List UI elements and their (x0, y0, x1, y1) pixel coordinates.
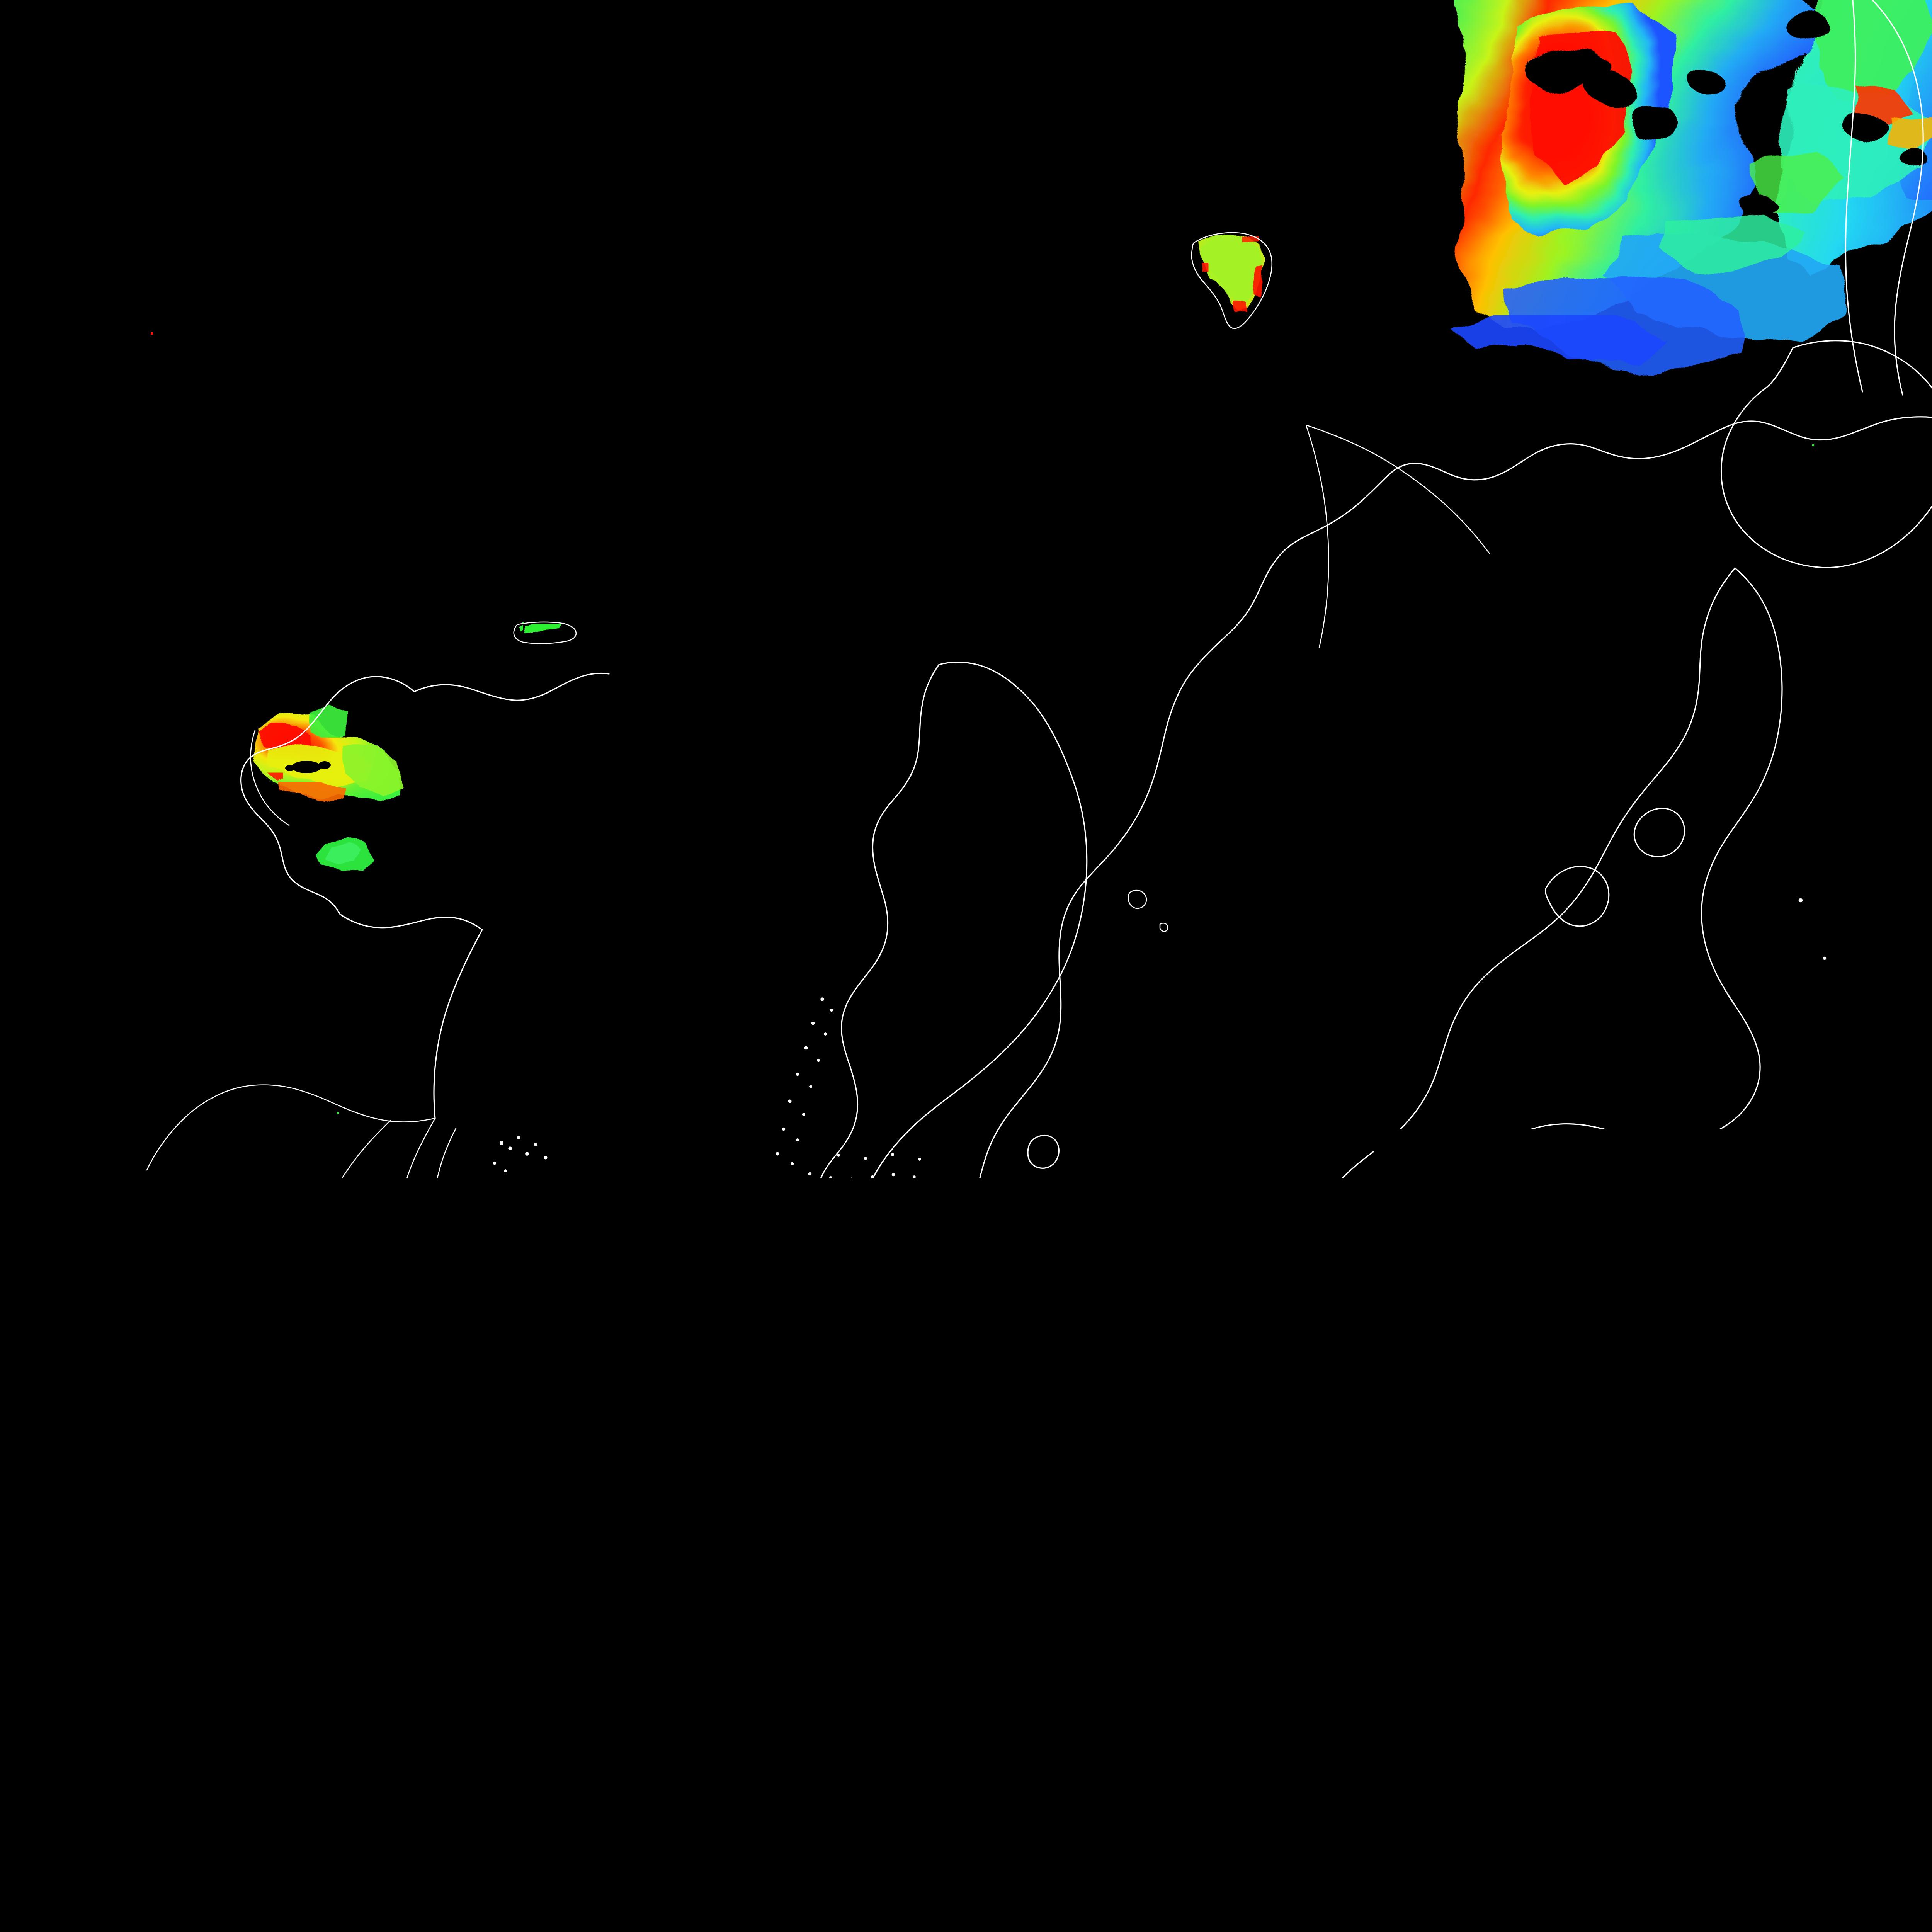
coastline-jiangsu-shanghai (434, 930, 482, 1118)
coastline-korea-archipelago (776, 998, 957, 1187)
coastline-fujian-zhejiang (453, 1384, 825, 1929)
river-yangtze (147, 1085, 435, 1170)
coastline-jeju-island (792, 1224, 867, 1271)
coastline-mainland-asia (825, 406, 1932, 1384)
river-amur (1306, 425, 1490, 554)
lake-poyang-outline (430, 1298, 480, 1347)
stray-pixels (151, 332, 1814, 1114)
coastline-kyushu (1102, 1226, 1274, 1391)
coastline-korea-east (864, 662, 1087, 1198)
coastline-ryukyu-arc (1074, 1421, 1121, 1431)
river-yangtze-branch-1 (329, 1121, 390, 1201)
coastline-layer (0, 0, 1932, 1932)
lake-dongting-outline (154, 1353, 186, 1388)
coastline-tsushima (1028, 1135, 1059, 1168)
coastline-dokdo (1160, 923, 1168, 931)
yangtze-lakes (99, 1250, 479, 1485)
lake-hulun-outline (514, 622, 576, 644)
coastline-miyako-yaeyama (743, 1785, 774, 1814)
sea-of-okhotsk-sakhalin-swath (1453, 0, 1932, 367)
chlorophyll-data-layer (0, 0, 1932, 1932)
lake-khanka-outline (1192, 233, 1272, 328)
coastline-sakhalin-east (1851, 0, 1923, 395)
coastline-honshu-pacific (1284, 568, 1782, 1212)
coastline-shandong-peninsula (340, 914, 482, 930)
coastline-liaodong-peninsula (414, 673, 609, 700)
bohai-yellow-sea-bloom (251, 706, 410, 874)
coastline-okinawa-island (886, 1681, 941, 1738)
coastline-shikoku (1355, 1177, 1472, 1287)
coastline-bohai-inner (250, 730, 289, 825)
khanka-lake-patch (1194, 234, 1267, 311)
coastline-hokkaido (1721, 341, 1932, 568)
coastline-ulleungdo (1128, 890, 1146, 908)
river-yangtze-branch-3 (433, 1128, 456, 1229)
coastline-korean-peninsula (818, 665, 939, 1189)
coastline-japan-east-islets (1506, 899, 1826, 1311)
coastline-honshu (1301, 568, 1735, 1257)
coastline-seto-inland-sea (1314, 1179, 1412, 1190)
okinawa-blue-patch (653, 1847, 703, 1874)
coastline-amami (1009, 1531, 1057, 1575)
coastline-offshore-islands (177, 1136, 547, 1932)
coastline-taiwan (303, 1921, 467, 1932)
coastline-korea-south-islands (818, 1188, 983, 1199)
coastline-bohai-liaodong (241, 677, 414, 914)
philippine-sea-low-chlorophyll-swath (641, 1267, 1932, 1932)
river-ussuri (1306, 425, 1329, 648)
inner-mongolia-lake-strip (516, 625, 577, 643)
ocean-colour-map: Satellite ocean colour chlorophyll-a com… (0, 0, 1932, 1932)
coastline-sado-island (1634, 808, 1684, 857)
coastline-sakhalin (1845, 0, 1862, 392)
coastline-kyushu-islands (969, 1390, 1299, 1716)
coastline-noto-peninsula (1546, 867, 1609, 926)
river-yangtze-branch-2 (400, 1118, 435, 1211)
